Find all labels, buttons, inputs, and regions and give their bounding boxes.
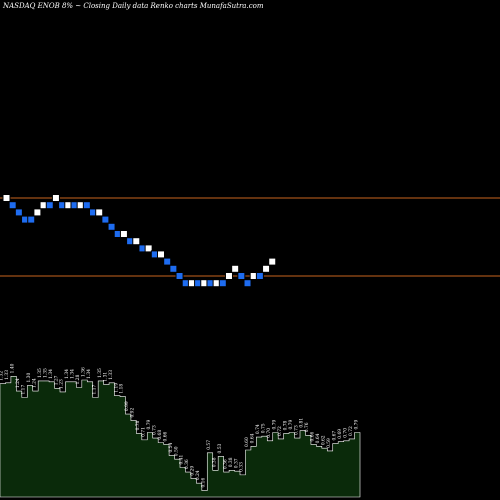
volume-label: 0.53 <box>218 443 223 453</box>
volume-label: 0.67 <box>332 431 337 441</box>
volume-label: 1.33 <box>5 370 10 380</box>
renko-brick <box>8 201 17 210</box>
chart-title: NASDAQ ENOB 8% ~ Closing Daily data Renk… <box>2 2 264 10</box>
volume-label: 1.35 <box>98 368 103 378</box>
renko-brick <box>169 264 178 273</box>
renko-brick <box>224 272 233 280</box>
volume-label: 0.64 <box>251 433 256 443</box>
volume-label: 1.32 <box>0 371 5 381</box>
volume-label: 0.78 <box>283 420 288 430</box>
volume-label: 1.17 <box>92 385 97 395</box>
renko-brick <box>33 208 42 217</box>
volume-area <box>0 376 361 498</box>
volume-label: 0.81 <box>300 418 305 428</box>
renko-brick <box>144 244 153 253</box>
volume-label: 1.19 <box>114 383 119 393</box>
volume-label: 0.36 <box>223 459 228 469</box>
renko-brick <box>268 257 277 266</box>
volume-label: 0.71 <box>142 427 147 437</box>
renko-brick <box>218 279 227 288</box>
volume-label: 1.28 <box>76 374 81 384</box>
renko-brick <box>237 272 246 280</box>
volume-label: 0.78 <box>136 420 141 430</box>
volume-label: 0.38 <box>212 457 217 467</box>
volume-label: 1.34 <box>65 369 70 379</box>
renko-brick <box>231 264 240 273</box>
volume-label: 0.79 <box>272 420 277 430</box>
volume-label: 1.34 <box>71 369 76 379</box>
renko-brick <box>82 201 91 210</box>
volume-label: 0.24 <box>196 470 201 480</box>
renko-brick <box>255 272 264 280</box>
volume-label: 0.72 <box>278 426 283 436</box>
renko-brick <box>27 215 36 224</box>
volume-label: 1.34 <box>87 369 92 379</box>
volume-label: 1.36 <box>82 367 87 377</box>
volume-label: 0.54 <box>169 443 174 453</box>
volume-label: 0.79 <box>289 420 294 430</box>
renko-brick <box>243 279 252 288</box>
volume-label: 0.29 <box>191 466 196 476</box>
volume-label: 0.62 <box>322 435 327 445</box>
volume-label: 0.37 <box>234 458 239 468</box>
volume-label: 0.99 <box>125 401 130 411</box>
volume-label: 1.23 <box>60 379 65 389</box>
renko-brick <box>2 194 11 202</box>
renko-brick <box>14 208 23 217</box>
renko-bricks <box>2 194 277 288</box>
volume-label: 0.79 <box>354 420 359 430</box>
volume-label: 1.40 <box>11 363 16 373</box>
volume-label: 1.30 <box>27 373 32 383</box>
volume-label: 1.34 <box>49 369 54 379</box>
volume-label: 0.66 <box>163 431 168 441</box>
volume-label: 0.70 <box>343 428 348 438</box>
volume-label: 1.24 <box>16 378 21 388</box>
volume-label: 0.69 <box>338 429 343 439</box>
level-lines <box>0 197 500 277</box>
volume-label: 0.59 <box>327 438 332 448</box>
volume-label: 0.75 <box>262 423 267 433</box>
volume-panel: 1.32 1.331.401.241.171.301.241.35 1.35 1.34… <box>0 363 361 498</box>
volume-label: 0.73 <box>294 425 299 435</box>
volume-label: 1.17 <box>22 385 27 395</box>
volume-label: 0.60 <box>245 437 250 447</box>
renko-brick <box>95 208 104 217</box>
renko-brick <box>175 272 184 280</box>
volume-label: 0.72 <box>349 426 354 436</box>
renko-brick <box>51 194 60 202</box>
volume-label: 1.35 <box>43 368 48 378</box>
volume-label: 0.33 <box>240 462 245 472</box>
volume-label: 0.16 <box>202 478 207 488</box>
renko-brick <box>45 201 54 210</box>
volume-label: 0.50 <box>174 446 179 456</box>
volume-label: 1.35 <box>38 368 43 378</box>
volume-label: 0.38 <box>229 457 234 467</box>
volume-label: 0.64 <box>316 433 321 443</box>
renko-brick <box>107 222 116 231</box>
volume-label: 0.36 <box>185 459 190 469</box>
volume-label: 0.74 <box>256 424 261 434</box>
volume-label: 1.33 <box>109 370 114 380</box>
renko-brick <box>132 237 141 246</box>
volume-label: 0.66 <box>311 431 316 441</box>
volume-label: 1.18 <box>120 384 125 394</box>
volume-label: 0.70 <box>267 428 272 438</box>
volume-label: 1.31 <box>103 372 108 382</box>
volume-label: 0.68 <box>158 430 163 440</box>
volume-label: 1.24 <box>32 378 37 388</box>
renko-brick <box>101 215 110 224</box>
renko-brick <box>157 250 165 259</box>
volume-label: 1.27 <box>54 375 59 385</box>
renko-brick <box>119 230 128 238</box>
renko-brick <box>163 257 172 266</box>
volume-label: 0.92 <box>131 408 136 418</box>
volume-label: 0.57 <box>207 440 212 450</box>
volume-label: 0.41 <box>180 455 185 465</box>
volume-label: 0.79 <box>147 420 152 430</box>
renko-brick <box>262 264 271 273</box>
volume-label: 0.73 <box>152 425 157 435</box>
volume-label: 0.76 <box>305 422 310 432</box>
